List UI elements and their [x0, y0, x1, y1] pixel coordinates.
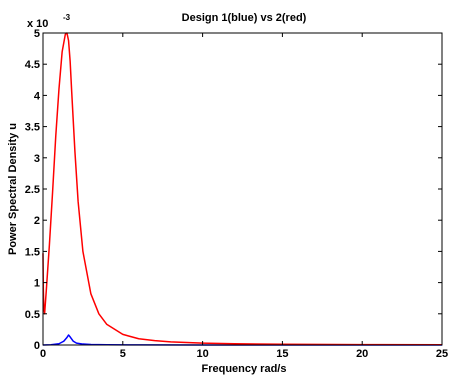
y-multiplier-base: x 10: [27, 18, 48, 30]
y-tick-label: 1: [34, 278, 40, 290]
x-tick-label: 15: [276, 348, 288, 360]
y-tick-label: 2: [34, 215, 40, 227]
y-tick-label: 2.5: [25, 184, 40, 196]
y-multiplier-exponent: -3: [63, 13, 71, 22]
x-tick-label: 20: [356, 348, 368, 360]
x-tick-label: 5: [120, 348, 126, 360]
chart-title: Design 1(blue) vs 2(red): [182, 12, 307, 24]
y-tick-label: 4: [34, 90, 41, 102]
y-tick-label: 1.5: [25, 246, 40, 258]
y-tick-label: 3.5: [25, 122, 40, 134]
x-tick-label: 25: [436, 348, 448, 360]
plot-background: [43, 33, 442, 345]
y-axis-label: Power Spectral Density u: [7, 123, 19, 255]
y-tick-label: 0: [34, 340, 40, 352]
x-tick-label: 10: [196, 348, 208, 360]
series-line-2: [42, 32, 443, 346]
x-axis-ticks: 0 5 10 15 20 25: [40, 33, 448, 360]
y-axis-ticks: 0 0.5 1 1.5 2 2.5 3 3.5 4 4.5 5: [25, 28, 442, 352]
x-tick-label: 0: [40, 348, 46, 360]
y-tick-label: 4.5: [25, 59, 40, 71]
y-tick-label: 0.5: [25, 309, 40, 321]
y-tick-label: 3: [34, 153, 40, 165]
x-axis-label: Frequency rad/s: [202, 363, 287, 375]
y-tick-label: 5: [34, 28, 40, 40]
